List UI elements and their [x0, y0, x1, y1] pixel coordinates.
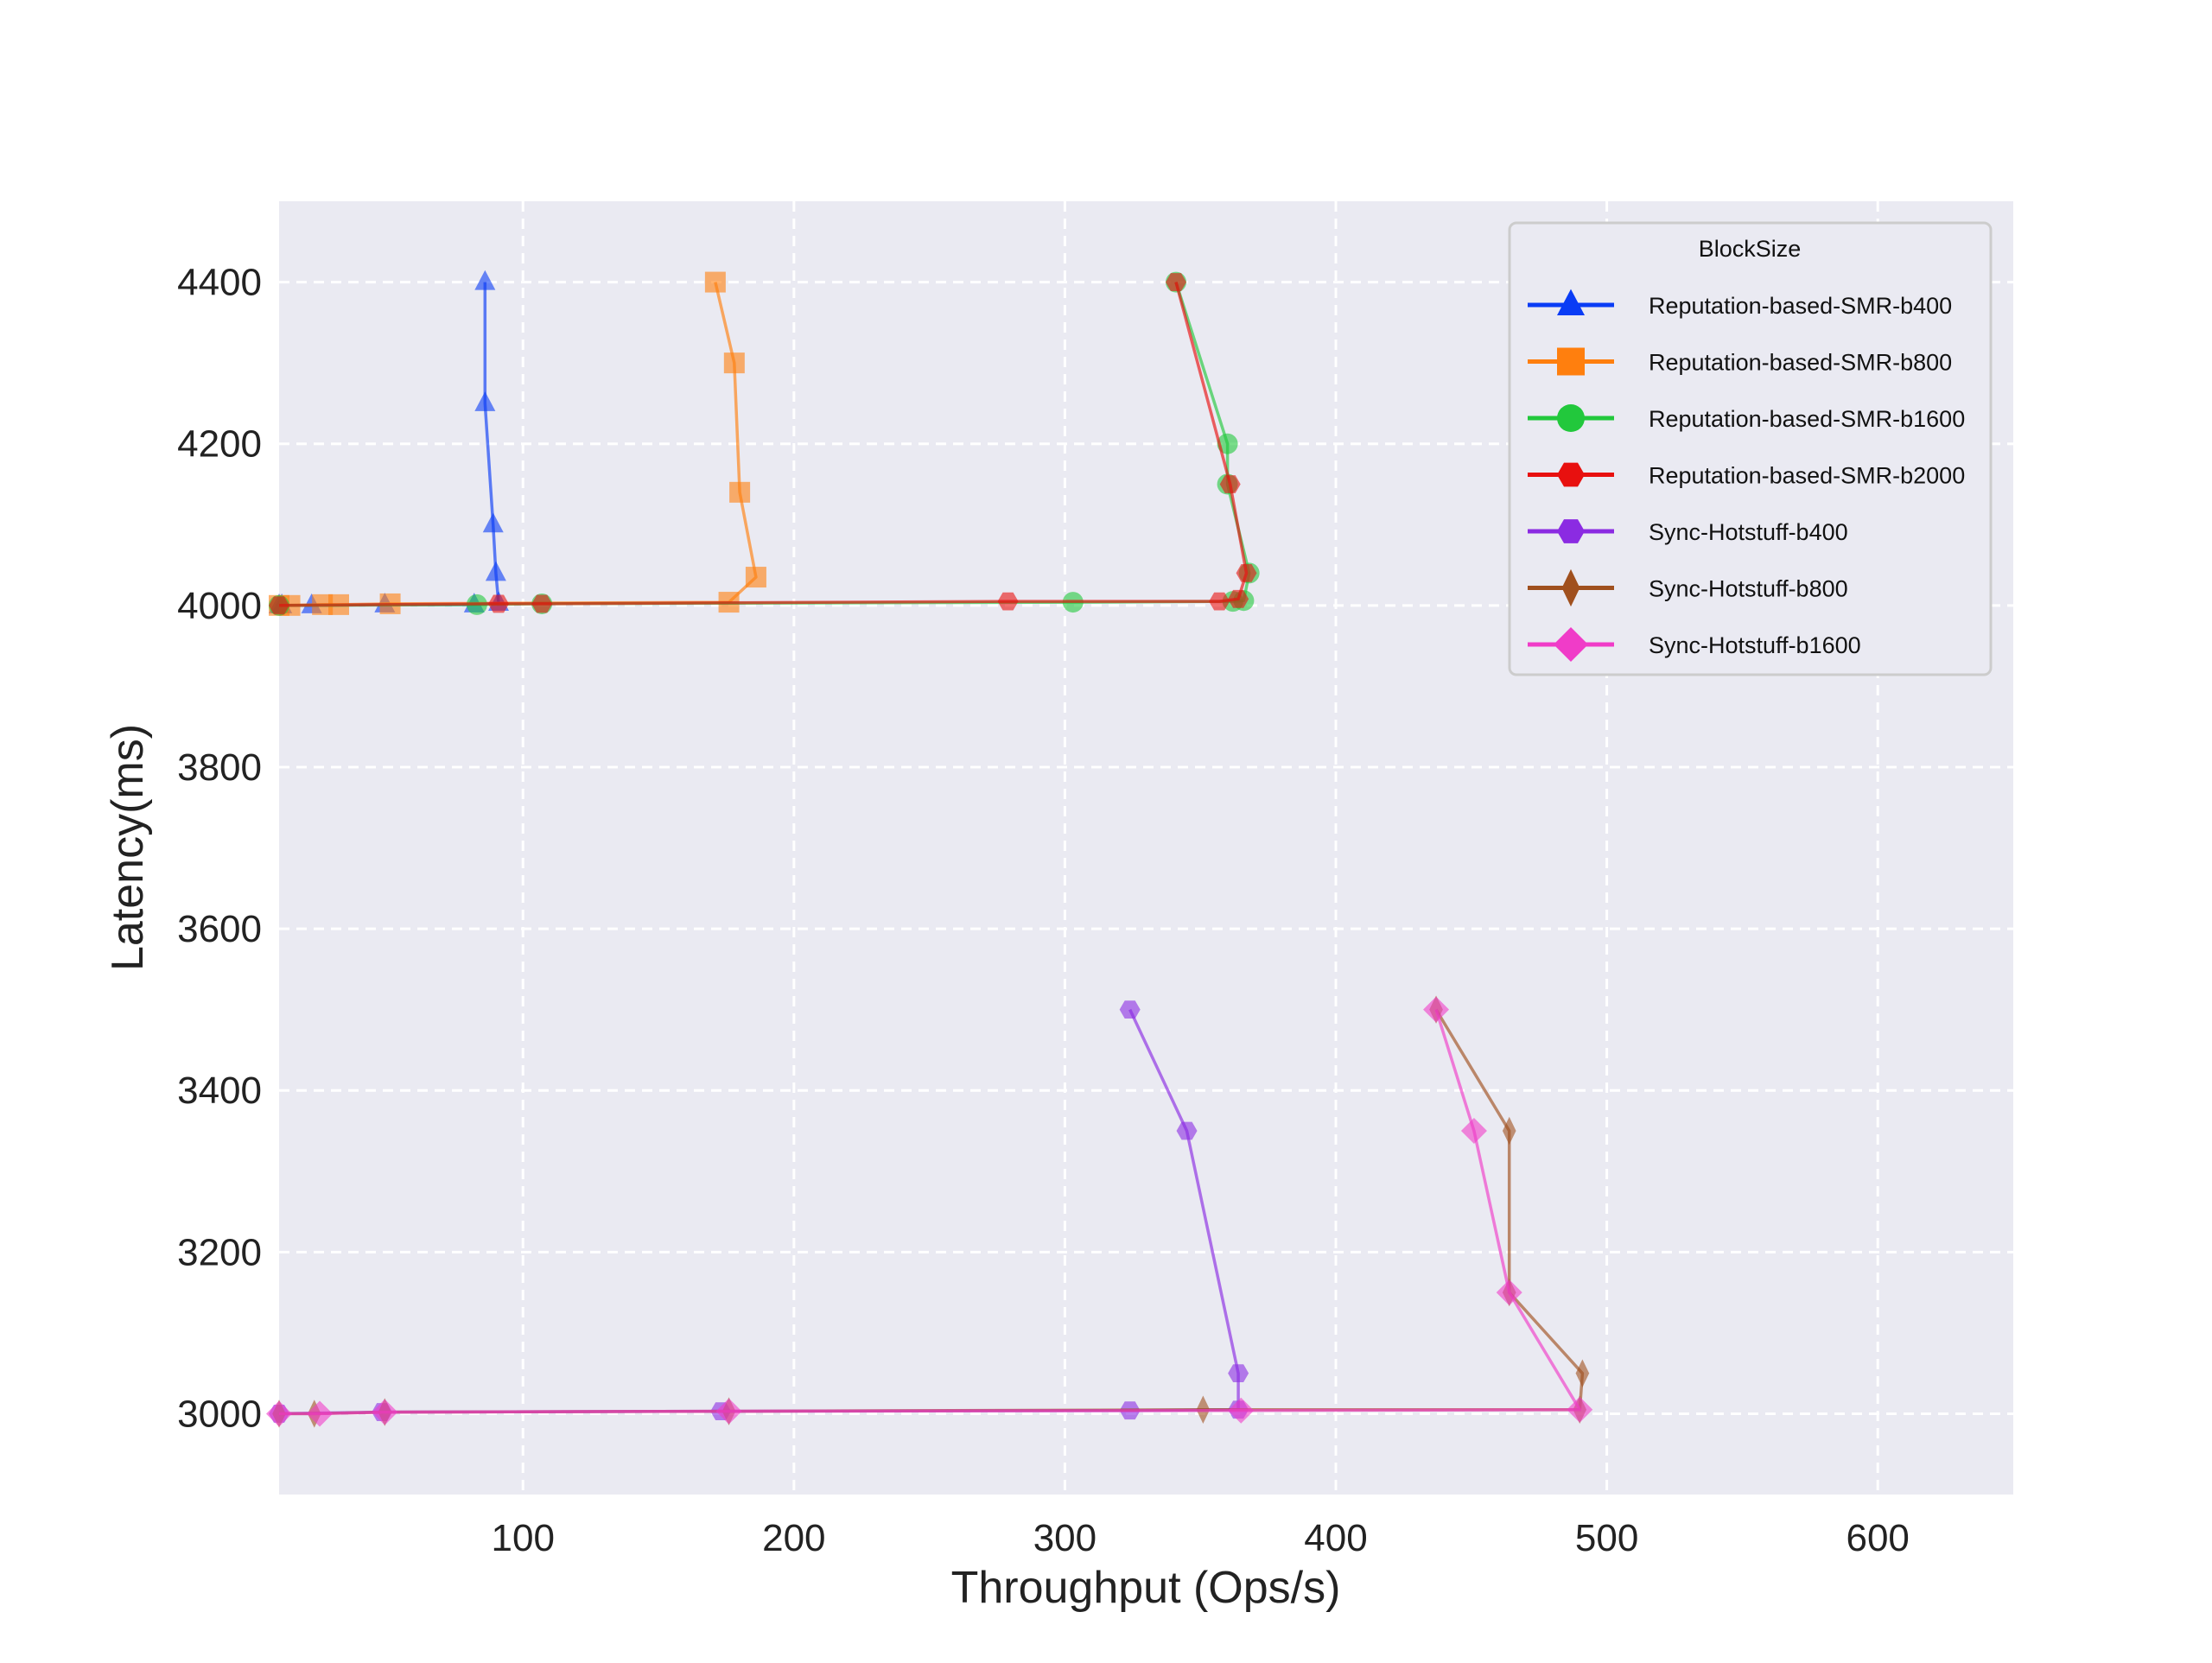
- data-point: [488, 594, 510, 613]
- legend-label: Sync-Hotstuff-b400: [1649, 519, 1848, 545]
- y-tick-label: 4400: [177, 262, 262, 304]
- data-point: [1575, 1359, 1590, 1387]
- data-point: [482, 512, 504, 533]
- data-point: [307, 1400, 334, 1427]
- data-point: [1567, 1396, 1593, 1423]
- series-Reputation-based-SMR-b2000: [269, 273, 1257, 615]
- data-point: [474, 270, 496, 290]
- y-tick-label: 3600: [177, 908, 262, 950]
- y-tick-label: 3800: [177, 746, 262, 789]
- legend-item[interactable]: Sync-Hotstuff-b800: [1528, 568, 1848, 607]
- data-point: [474, 391, 496, 411]
- x-tick-label: 300: [1033, 1517, 1096, 1559]
- legend-marker: [1557, 404, 1585, 432]
- data-point: [372, 1399, 398, 1425]
- legend-marker: [1557, 519, 1585, 543]
- data-point: [1460, 1117, 1487, 1144]
- legend-box: [1508, 221, 1993, 676]
- data-point: [1176, 1121, 1198, 1140]
- data-point: [1119, 1000, 1141, 1019]
- y-tick-label: 4200: [177, 423, 262, 466]
- data-point: [269, 596, 289, 615]
- x-tick-label: 400: [1304, 1517, 1367, 1559]
- legend-label: Reputation-based-SMR-b800: [1649, 350, 1952, 376]
- legend[interactable]: BlockSize Reputation-based-SMR-b400Reput…: [1508, 221, 1993, 676]
- data-point: [485, 561, 506, 581]
- data-point: [729, 481, 751, 503]
- legend-label: Sync-Hotstuff-b1600: [1649, 632, 1861, 658]
- data-point: [1165, 273, 1186, 291]
- y-tick-label: 3200: [177, 1231, 262, 1273]
- legend-item[interactable]: Reputation-based-SMR-b1600: [1528, 404, 1965, 432]
- data-point: [1228, 1397, 1255, 1424]
- data-point: [1502, 1116, 1516, 1146]
- data-point: [1228, 1364, 1249, 1383]
- x-tick-label: 600: [1846, 1517, 1909, 1559]
- legend-item[interactable]: Sync-Hotstuff-b1600: [1528, 627, 1861, 662]
- legend-items: Reputation-based-SMR-b400 Reputation-base…: [1528, 289, 1965, 662]
- data-point: [1209, 592, 1230, 611]
- x-tick-label: 500: [1575, 1517, 1638, 1559]
- legend-marker: [1557, 347, 1585, 376]
- data-point: [266, 1400, 292, 1427]
- legend-marker: [1554, 627, 1588, 662]
- legend-item[interactable]: Reputation-based-SMR-b2000: [1528, 463, 1965, 489]
- x-axis-label: Throughput (Ops/s): [951, 1563, 1341, 1613]
- legend-label: Reputation-based-SMR-b1600: [1649, 406, 1965, 432]
- tick-layer: 100 200 300 400 500 600 3000 3200 3400 3600 3800 40…: [177, 262, 1910, 1559]
- series-layer: [266, 270, 1593, 1428]
- data-point: [1496, 1279, 1522, 1306]
- data-point: [1217, 433, 1238, 454]
- legend-title: BlockSize: [1699, 236, 1802, 262]
- legend-item[interactable]: Reputation-based-SMR-b800: [1528, 347, 1952, 376]
- data-point: [997, 592, 1019, 611]
- legend-label: Reputation-based-SMR-b400: [1649, 293, 1952, 319]
- data-point: [1423, 996, 1450, 1023]
- y-axis-label: Latency(ms): [103, 724, 153, 971]
- y-tick-label: 4000: [177, 585, 262, 627]
- x-tick-label: 100: [492, 1517, 555, 1559]
- data-point: [723, 352, 745, 374]
- data-point: [1236, 563, 1257, 582]
- data-point: [745, 567, 766, 588]
- x-tick-label: 200: [762, 1517, 825, 1559]
- legend-marker: [1561, 568, 1580, 607]
- legend-label: Sync-Hotstuff-b800: [1649, 576, 1848, 602]
- y-tick-label: 3400: [177, 1070, 262, 1112]
- data-point: [715, 1398, 742, 1425]
- data-point: [704, 271, 726, 293]
- series-Sync-Hotstuff-b1600: [266, 996, 1593, 1427]
- legend-marker: [1557, 289, 1585, 315]
- legend-label: Reputation-based-SMR-b2000: [1649, 463, 1965, 489]
- grid-layer: [279, 201, 2013, 1495]
- data-point: [531, 594, 553, 613]
- legend-item[interactable]: Reputation-based-SMR-b400: [1528, 289, 1952, 319]
- legend-item[interactable]: Sync-Hotstuff-b400: [1528, 519, 1848, 545]
- y-tick-label: 3000: [177, 1393, 262, 1435]
- data-point: [1228, 589, 1249, 608]
- legend-marker: [1557, 462, 1585, 487]
- data-point: [1219, 475, 1241, 493]
